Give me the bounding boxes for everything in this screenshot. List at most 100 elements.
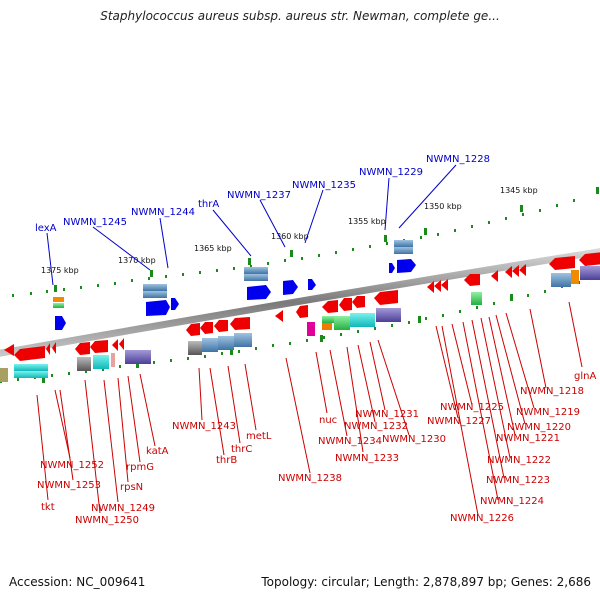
cds-bar xyxy=(143,284,167,291)
gene-label: thrA xyxy=(198,199,219,210)
cds-bar xyxy=(111,353,115,367)
reverse-gene xyxy=(352,296,365,308)
forward-strand-features[interactable] xyxy=(53,240,416,330)
reverse-gene xyxy=(549,256,575,270)
forward-gene xyxy=(171,298,179,310)
cds-bar xyxy=(234,333,252,347)
gene-label: NWMN_1221 xyxy=(496,433,560,444)
reverse-gene xyxy=(491,270,498,282)
reverse-gene xyxy=(322,300,338,313)
gene-label: thrB xyxy=(216,455,237,466)
gene-label: NWMN_1249 xyxy=(91,503,155,514)
reverse-leaders xyxy=(36,301,583,516)
gene-label: NWMN_1231 xyxy=(355,409,419,420)
forward-leaders xyxy=(46,164,457,286)
genome-backbone xyxy=(0,248,600,357)
gene-label: NWMN_1238 xyxy=(278,473,342,484)
gene-label: NWMN_1253 xyxy=(37,480,101,491)
reverse-gene xyxy=(579,252,600,266)
cds-bar xyxy=(551,273,571,287)
reverse-gene xyxy=(4,344,14,356)
gene-label: rpmG xyxy=(126,462,154,473)
summary-text: Topology: circular; Length: 2,878,897 bp… xyxy=(261,575,591,589)
gene-label: NWMN_1223 xyxy=(486,475,550,486)
reverse-strand-features[interactable] xyxy=(0,252,600,382)
cds-bar xyxy=(376,308,401,322)
scale-label: 1365 kbp xyxy=(194,244,232,253)
cds-bar xyxy=(202,338,218,352)
reverse-gene xyxy=(14,346,45,361)
gene-label: NWMN_1252 xyxy=(40,460,104,471)
gene-label: NWMN_1235 xyxy=(292,180,356,191)
forward-labels: lexA NWMN_1245 NWMN_1244 thrA NWMN_1237 … xyxy=(35,154,490,234)
reverse-gene xyxy=(339,298,352,311)
scale-label: 1355 kbp xyxy=(348,217,386,226)
reverse-gene xyxy=(52,342,56,354)
cds-bar xyxy=(53,297,64,302)
reverse-labels: NWMN_1252 NWMN_1253 tkt NWMN_1250 NWMN_1… xyxy=(37,371,596,526)
gene-label: NWMN_1227 xyxy=(427,416,491,427)
accession-text: Accession: NC_009641 xyxy=(9,575,146,589)
reverse-gene xyxy=(112,339,118,351)
scale-label: 1375 kbp xyxy=(41,266,79,275)
gene-label: glnA xyxy=(574,371,596,382)
reverse-gene xyxy=(519,264,526,276)
gene-label: NWMN_1230 xyxy=(382,434,446,445)
gene-label: NWMN_1229 xyxy=(359,167,423,178)
reverse-gene xyxy=(441,279,448,291)
gene-label: NWMN_1222 xyxy=(487,455,551,466)
gene-label: NWMN_1244 xyxy=(131,207,195,218)
reverse-gene xyxy=(186,323,200,336)
reverse-gene xyxy=(374,290,398,305)
gene-label: NWMN_1250 xyxy=(75,515,139,526)
cds-bar xyxy=(322,323,332,330)
reverse-gene xyxy=(512,265,519,277)
cds-bar xyxy=(0,368,8,382)
reverse-gene xyxy=(427,281,434,293)
forward-gene xyxy=(389,263,395,273)
gene-label: NWMN_1232 xyxy=(344,421,408,432)
cds-bar xyxy=(125,350,151,364)
cds-bar xyxy=(350,313,375,327)
reverse-gene xyxy=(230,317,250,330)
gene-label: NWMN_1237 xyxy=(227,190,291,201)
scale-label: 1350 kbp xyxy=(424,202,462,211)
gene-label: NWMN_1234 xyxy=(318,436,382,447)
gene-label: NWMN_1224 xyxy=(480,496,544,507)
cds-bar xyxy=(571,270,579,284)
reverse-gene xyxy=(214,320,228,332)
cds-bar xyxy=(471,292,482,305)
gene-label: tkt xyxy=(41,502,55,513)
gene-label: NWMN_1245 xyxy=(63,217,127,228)
scale-label: 1360 kbp xyxy=(271,232,309,241)
cds-bar xyxy=(322,316,334,323)
cds-bar xyxy=(394,247,413,254)
cds-bar xyxy=(218,336,234,350)
cds-bar xyxy=(244,274,268,281)
scale-label: 1345 kbp xyxy=(500,186,538,195)
cds-bar xyxy=(188,341,202,355)
gene-label: katA xyxy=(146,446,169,457)
gene-label: thrC xyxy=(231,444,252,455)
cds-bar xyxy=(143,291,167,298)
gene-label: NWMN_1233 xyxy=(335,453,399,464)
reverse-gene xyxy=(75,342,90,355)
gene-label: NWMN_1218 xyxy=(520,386,584,397)
cds-bar xyxy=(307,322,315,336)
reverse-gene xyxy=(200,322,213,334)
gene-label: NWMN_1225 xyxy=(440,402,504,413)
gene-label: NWMN_1219 xyxy=(516,407,580,418)
cds-bar xyxy=(14,364,48,371)
gene-label: NWMN_1228 xyxy=(426,154,490,165)
reverse-gene xyxy=(296,305,308,318)
cds-bar xyxy=(93,355,109,369)
forward-gene xyxy=(397,259,416,273)
forward-gene xyxy=(283,280,298,295)
cds-bar xyxy=(580,266,600,280)
forward-gene xyxy=(55,316,66,330)
reverse-gene xyxy=(505,266,512,278)
cds-bar xyxy=(77,357,91,371)
reverse-gene xyxy=(434,280,441,292)
outer-tick-ring xyxy=(12,187,599,297)
